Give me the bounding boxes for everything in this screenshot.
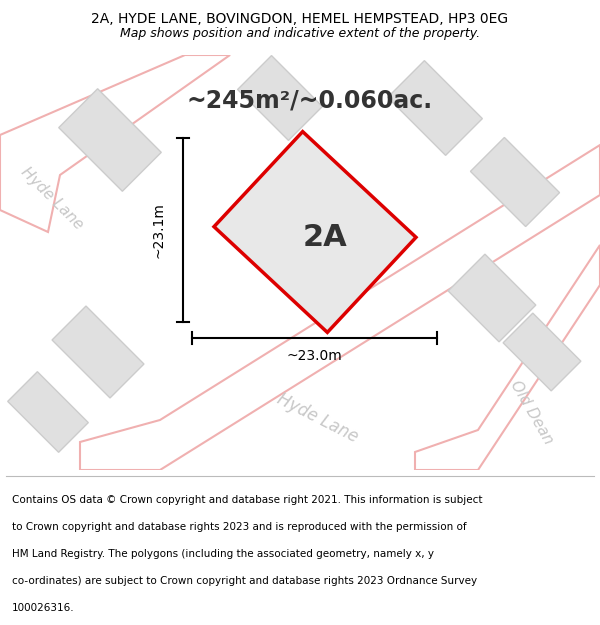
Polygon shape: [238, 56, 322, 141]
Polygon shape: [80, 145, 600, 470]
Text: HM Land Registry. The polygons (including the associated geometry, namely x, y: HM Land Registry. The polygons (includin…: [12, 549, 434, 559]
Polygon shape: [415, 245, 600, 470]
Text: Map shows position and indicative extent of the property.: Map shows position and indicative extent…: [120, 27, 480, 39]
Polygon shape: [388, 61, 482, 156]
Polygon shape: [503, 313, 581, 391]
Polygon shape: [0, 55, 230, 232]
Text: Hyde Lane: Hyde Lane: [18, 164, 86, 232]
Text: 100026316.: 100026316.: [12, 603, 74, 613]
Text: co-ordinates) are subject to Crown copyright and database rights 2023 Ordnance S: co-ordinates) are subject to Crown copyr…: [12, 576, 477, 586]
Text: ~23.1m: ~23.1m: [152, 202, 166, 258]
Polygon shape: [448, 254, 536, 342]
Polygon shape: [470, 138, 560, 226]
Text: ~23.0m: ~23.0m: [287, 349, 343, 363]
Text: to Crown copyright and database rights 2023 and is reproduced with the permissio: to Crown copyright and database rights 2…: [12, 522, 467, 532]
Text: Old Dean: Old Dean: [508, 378, 556, 446]
Text: Hyde Lane: Hyde Lane: [274, 390, 362, 446]
Polygon shape: [52, 306, 144, 398]
Polygon shape: [214, 132, 416, 332]
Text: Contains OS data © Crown copyright and database right 2021. This information is : Contains OS data © Crown copyright and d…: [12, 495, 482, 505]
Text: ~245m²/~0.060ac.: ~245m²/~0.060ac.: [187, 88, 433, 112]
Polygon shape: [59, 89, 161, 191]
Polygon shape: [8, 372, 88, 452]
Text: 2A, HYDE LANE, BOVINGDON, HEMEL HEMPSTEAD, HP3 0EG: 2A, HYDE LANE, BOVINGDON, HEMEL HEMPSTEA…: [91, 12, 509, 26]
Text: 2A: 2A: [302, 222, 347, 251]
